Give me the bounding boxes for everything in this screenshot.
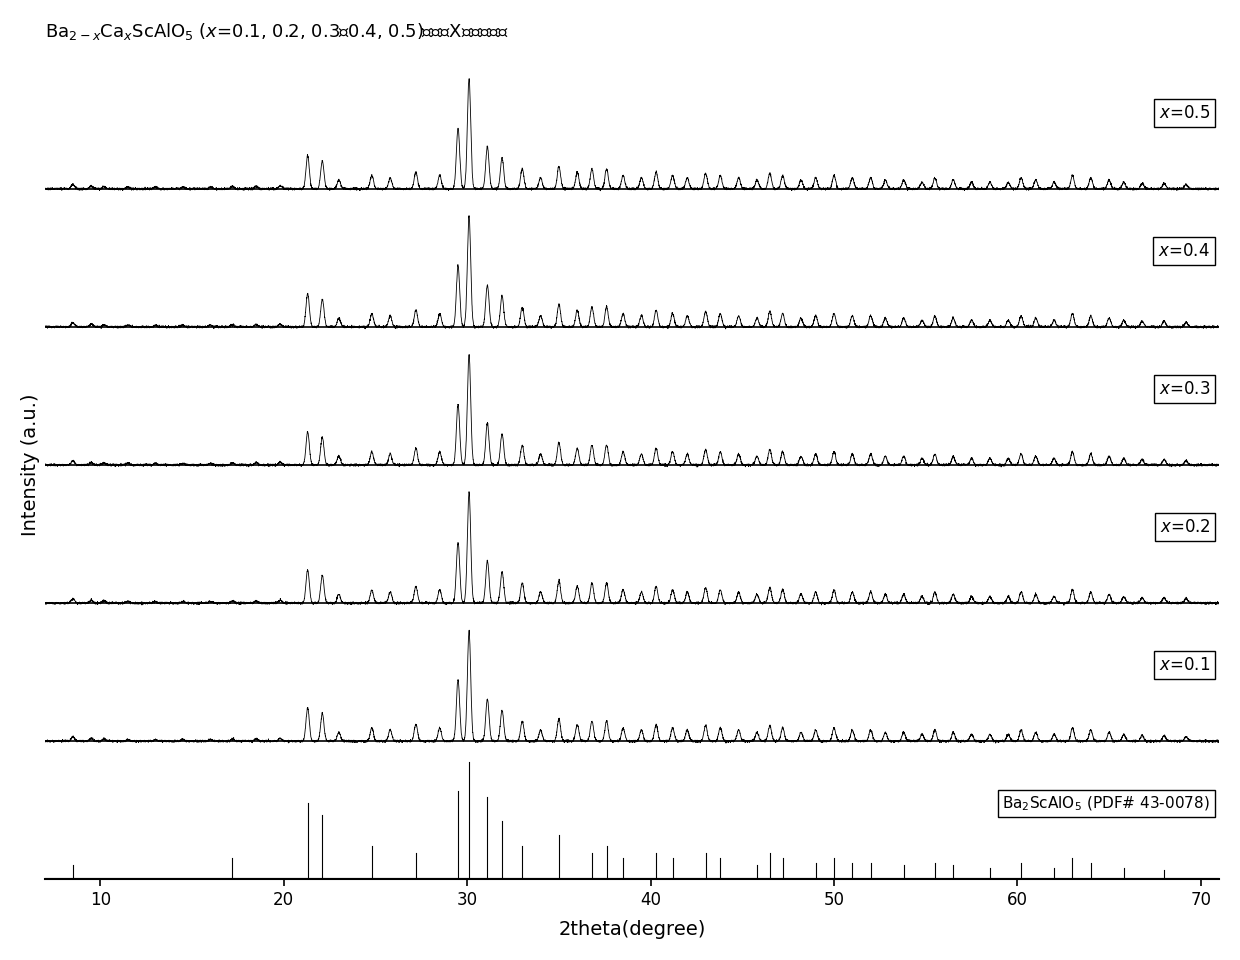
X-axis label: 2theta(degree): 2theta(degree) [558,921,706,939]
Text: Ba$_2$ScAlO$_5$ (PDF# 43-0078): Ba$_2$ScAlO$_5$ (PDF# 43-0078) [1002,794,1210,812]
Text: $x$=0.5: $x$=0.5 [1159,104,1210,122]
Text: $x$=0.3: $x$=0.3 [1158,380,1210,398]
Text: $x$=0.2: $x$=0.2 [1159,518,1210,536]
Text: Ba$_{2-x}$Ca$_x$ScAlO$_5$ ($x$=0.1, 0.2, 0.3、0.4, 0.5)系列的X射线衍射谱: Ba$_{2-x}$Ca$_x$ScAlO$_5$ ($x$=0.1, 0.2,… [46,21,508,42]
Text: $x$=0.1: $x$=0.1 [1159,657,1210,674]
Y-axis label: Intensity (a.u.): Intensity (a.u.) [21,394,40,537]
Text: $x$=0.4: $x$=0.4 [1158,242,1210,260]
